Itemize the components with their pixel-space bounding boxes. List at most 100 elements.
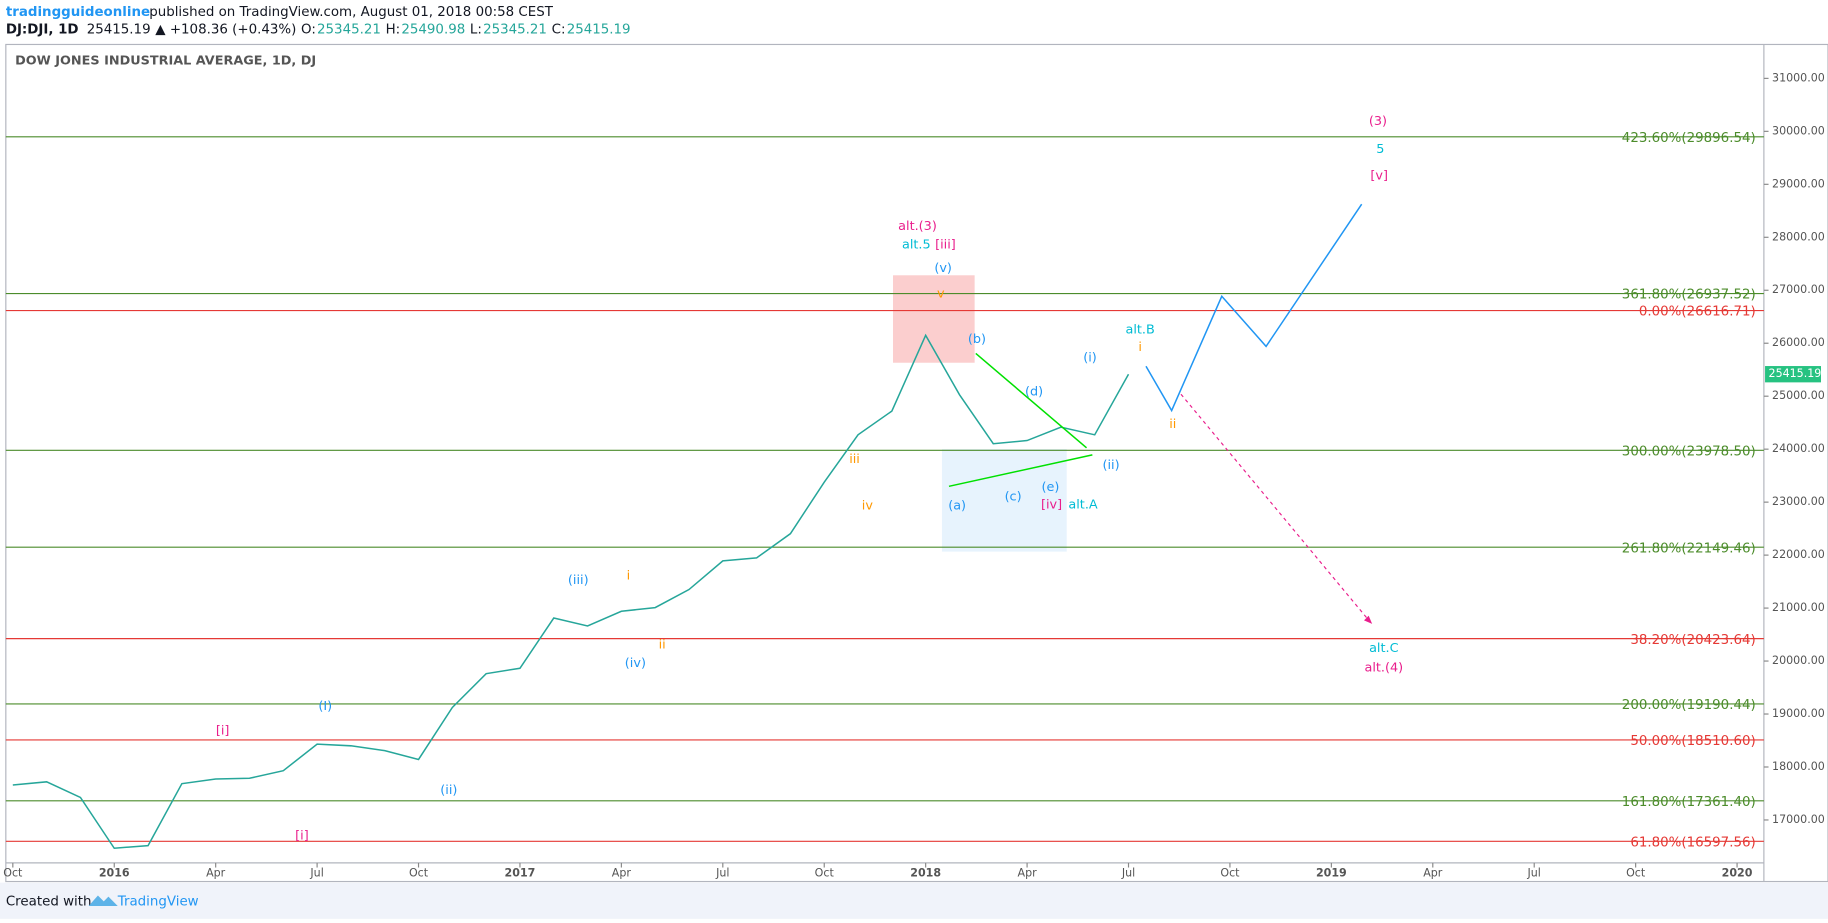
footer-text: Created with <box>6 894 92 909</box>
y-tick-label: 25000.00 <box>1772 389 1825 402</box>
wave-label: (ii) <box>440 783 457 798</box>
change: ▲ +108.36 (+0.43%) <box>155 22 296 37</box>
wave-label: 5 <box>1376 142 1384 157</box>
ohlc-value: 25490.98 <box>401 22 465 37</box>
y-tick-label: 29000.00 <box>1772 177 1825 190</box>
x-tick-label: Oct <box>3 866 23 879</box>
wave-label: iii <box>849 452 860 467</box>
ohlc-key: O: <box>301 22 316 37</box>
ohlc-row: 25415.19 ▲ +108.36 (+0.43%) O: 25345.21 H: 25… <box>87 22 631 37</box>
brand[interactable]: TradingView <box>117 894 199 909</box>
wave-label: alt.B <box>1126 323 1155 338</box>
wave-label: (I) <box>318 699 332 714</box>
fib-label: 361.80%(26937.52) <box>1622 288 1756 303</box>
alt-projection <box>1180 393 1371 622</box>
y-tick-label: 17000.00 <box>1772 813 1825 826</box>
wave-label: (iv) <box>625 656 646 671</box>
x-tick-label: Apr <box>1423 866 1443 879</box>
fib-label: 50.00%(18510.60) <box>1630 734 1755 749</box>
x-tick-label: 2017 <box>505 866 536 879</box>
y-tick-label: 26000.00 <box>1772 336 1825 349</box>
fib-label: 61.80%(16597.56) <box>1630 835 1755 850</box>
x-tick-label: Apr <box>206 866 226 879</box>
y-tick-label: 28000.00 <box>1772 230 1825 243</box>
x-tick-label: Jul <box>1121 866 1135 879</box>
wave-label: ii <box>1169 417 1176 432</box>
x-tick-label: Apr <box>612 866 632 879</box>
x-tick-label: Oct <box>1220 866 1240 879</box>
price-line <box>12 333 1130 850</box>
triangle-line <box>948 454 1093 488</box>
ohlc-key: C: <box>552 22 566 37</box>
fib-label: 261.80%(22149.46) <box>1622 541 1756 556</box>
ohlc-key: H: <box>386 22 401 37</box>
projection-path <box>1145 203 1363 413</box>
plot-frame <box>5 43 1828 883</box>
wave-label: iv <box>862 499 874 514</box>
wave-label: alt.5 <box>902 237 931 252</box>
fib-label: 0.00%(26616.71) <box>1639 305 1756 320</box>
wave-label: (d) <box>1025 384 1043 399</box>
fib-label: 423.60%(29896.54) <box>1622 131 1756 146</box>
wave-label: (b) <box>968 332 986 347</box>
y-tick-label: 21000.00 <box>1772 601 1825 614</box>
y-tick-label: 24000.00 <box>1772 442 1825 455</box>
x-tick-label: Oct <box>815 866 835 879</box>
wave-label: [iv] <box>1041 497 1062 512</box>
wave-label: ii <box>659 637 666 652</box>
wave-label: [v] <box>1370 169 1388 184</box>
y-tick-label: 20000.00 <box>1772 654 1825 667</box>
fib-label: 200.00%(19190.44) <box>1622 698 1756 713</box>
wave-label: (iii) <box>568 573 589 588</box>
plot: 423.60%(29896.54) 361.80%(26937.52) 0.00%(… <box>5 114 1764 850</box>
x-tick-label: 2020 <box>1722 866 1753 879</box>
brand-logo <box>88 895 118 907</box>
footer-bar <box>0 882 1828 919</box>
triangle-line <box>975 352 1088 449</box>
x-tick-label: Oct <box>1626 866 1646 879</box>
x-tick-label: Jul <box>715 866 729 879</box>
wave-label: (v) <box>934 261 952 276</box>
wave-label: alt.(3) <box>898 219 937 234</box>
ohlc-value: 25345.21 <box>317 22 381 37</box>
y-tick-label: 27000.00 <box>1772 283 1825 296</box>
wave-label: [iii] <box>935 237 956 252</box>
x-tick-label: 2016 <box>99 866 130 879</box>
y-tick-label: 23000.00 <box>1772 495 1825 508</box>
arrow-head <box>1364 615 1373 624</box>
last-price: 25415.19 <box>87 22 151 37</box>
author[interactable]: tradingguideonline <box>6 5 150 20</box>
last-price-badge <box>1765 366 1822 383</box>
wave-label: i <box>1138 340 1142 355</box>
y-tick-label: 18000.00 <box>1772 760 1825 773</box>
y-tick-label: 31000.00 <box>1772 71 1825 84</box>
chart-title: DOW JONES INDUSTRIAL AVERAGE, 1D, DJ <box>15 53 316 68</box>
last-price-label: 25415.19 <box>1769 367 1822 380</box>
x-tick-label: Jul <box>309 866 323 879</box>
symbol: DJ:DJI, 1D <box>6 22 79 37</box>
wave-label: [i] <box>216 724 230 739</box>
x-tick-label: 2019 <box>1316 866 1347 879</box>
wave-label: v <box>937 286 945 301</box>
wave-label: [i] <box>295 829 309 844</box>
wave-label: (3) <box>1369 114 1387 129</box>
published: published on TradingView.com, August 01,… <box>149 5 554 20</box>
y-tick-label: 22000.00 <box>1772 548 1825 561</box>
fib-label: 161.80%(17361.40) <box>1622 795 1756 810</box>
wave-label: alt.C <box>1369 641 1399 656</box>
wave-label: alt.(4) <box>1364 661 1403 676</box>
x-tick-label: Apr <box>1018 866 1038 879</box>
support-box <box>941 449 1067 552</box>
wave-label: (c) <box>1005 489 1022 504</box>
wave-label: (ii) <box>1102 458 1119 473</box>
wave-label: alt.A <box>1068 497 1098 512</box>
wave-label: (a) <box>948 499 966 514</box>
x-tick-label: Jul <box>1527 866 1541 879</box>
y-tick-label: 30000.00 <box>1772 124 1825 137</box>
wave-label: (i) <box>1083 351 1097 366</box>
ohlc-value: 25415.19 <box>567 22 631 37</box>
y-tick-label: 19000.00 <box>1772 707 1825 720</box>
